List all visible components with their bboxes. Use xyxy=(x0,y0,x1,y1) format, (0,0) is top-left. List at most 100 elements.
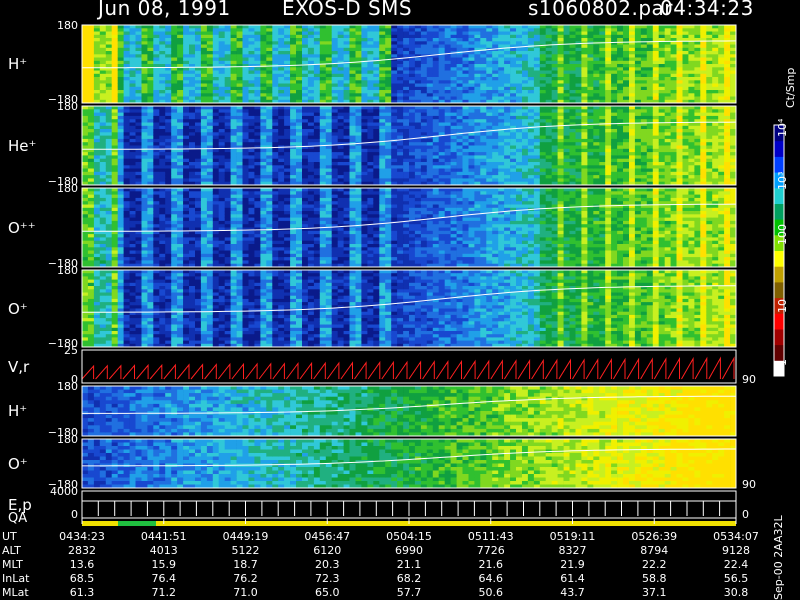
heatmap-cell xyxy=(593,152,600,156)
heatmap-cell xyxy=(93,155,101,160)
heatmap-cell xyxy=(438,132,445,136)
heatmap-cell xyxy=(337,90,344,94)
heatmap-cell xyxy=(700,67,707,71)
heatmap-cell xyxy=(456,109,463,113)
heatmap-cell xyxy=(480,181,487,186)
heatmap-cell xyxy=(581,138,588,143)
heatmap-cell xyxy=(159,175,166,179)
heatmap-cell xyxy=(599,57,606,62)
heatmap-cell xyxy=(605,135,612,140)
heatmap-cell xyxy=(450,168,457,173)
heatmap-cell xyxy=(313,152,321,156)
heatmap-cell xyxy=(432,86,440,91)
heatmap-cell xyxy=(141,171,148,176)
heatmap-cell xyxy=(129,64,136,68)
heatmap-cell xyxy=(629,73,636,78)
heatmap-cell xyxy=(498,70,505,75)
heatmap-cell xyxy=(135,168,142,173)
heatmap-cell xyxy=(218,115,225,120)
heatmap-cell xyxy=(337,171,344,176)
heatmap-cell xyxy=(414,145,422,150)
heatmap-cell xyxy=(664,70,671,75)
heatmap-cell xyxy=(480,155,487,160)
heatmap-cell xyxy=(111,44,118,49)
heatmap-cell xyxy=(361,83,368,88)
heatmap-cell xyxy=(302,132,309,136)
heatmap-cell xyxy=(438,112,445,117)
heatmap-cell xyxy=(575,119,582,123)
heatmap-cell xyxy=(510,109,517,113)
heatmap-cell xyxy=(278,96,285,101)
heatmap-cell xyxy=(575,80,582,84)
heatmap-cell xyxy=(296,135,303,140)
heatmap-cell xyxy=(254,129,261,133)
heatmap-cell xyxy=(117,34,124,39)
heatmap-cell xyxy=(492,162,499,166)
heatmap-cell xyxy=(640,178,648,183)
heatmap-cell xyxy=(522,96,529,101)
heatmap-cell xyxy=(462,109,469,113)
heatmap-cell xyxy=(438,148,445,153)
heatmap-cell xyxy=(575,168,582,173)
heatmap-cell xyxy=(646,77,654,81)
heatmap-cell xyxy=(456,178,463,183)
heatmap-cell xyxy=(230,155,237,160)
heatmap-cell xyxy=(141,152,148,156)
heatmap-cell xyxy=(242,54,249,58)
heatmap-cell xyxy=(212,125,220,130)
heatmap-cell xyxy=(397,138,404,143)
heatmap-cell xyxy=(593,51,600,55)
heatmap-cell xyxy=(617,54,624,58)
heatmap-cell xyxy=(557,77,564,81)
heatmap-cell xyxy=(718,70,725,75)
heatmap-cell xyxy=(611,119,618,123)
heatmap-cell xyxy=(266,181,273,186)
heatmap-cell xyxy=(165,83,172,88)
heatmap-cell xyxy=(123,47,130,52)
heatmap-cell xyxy=(551,80,558,84)
heatmap-cell xyxy=(420,83,428,88)
heatmap-cell xyxy=(527,28,535,32)
heatmap-cell xyxy=(474,171,481,176)
heatmap-cell xyxy=(93,135,101,140)
heatmap-cell xyxy=(296,122,303,127)
heatmap-cell xyxy=(254,138,261,143)
heatmap-cell xyxy=(254,83,261,88)
heatmap-cell xyxy=(177,171,184,176)
heatmap-cell xyxy=(438,119,445,123)
heatmap-cell xyxy=(135,135,142,140)
heatmap-cell xyxy=(569,109,576,113)
heatmap-cell xyxy=(212,142,220,146)
heatmap-cell xyxy=(361,115,368,120)
heatmap-cell xyxy=(724,73,731,78)
heatmap-cell xyxy=(504,77,511,81)
heatmap-cell xyxy=(468,73,475,78)
heatmap-cell xyxy=(492,125,499,130)
heatmap-cell xyxy=(242,132,249,136)
heatmap-cell xyxy=(373,73,380,78)
heatmap-cell xyxy=(432,41,440,45)
heatmap-cell xyxy=(462,142,469,146)
heatmap-cell xyxy=(533,142,541,146)
heatmap-cell xyxy=(99,90,107,94)
heatmap-cell xyxy=(224,86,231,91)
heatmap-cell xyxy=(551,178,558,183)
heatmap-cell xyxy=(87,28,95,32)
heatmap-cell xyxy=(367,28,374,32)
heatmap-cell xyxy=(200,112,208,117)
heatmap-cell xyxy=(349,99,356,104)
heatmap-cell xyxy=(248,109,255,113)
heatmap-cell xyxy=(117,70,124,75)
heatmap-cell xyxy=(456,148,463,153)
heatmap-cell xyxy=(652,38,660,42)
heatmap-cell xyxy=(640,64,648,68)
heatmap-cell xyxy=(456,171,463,176)
heatmap-cell xyxy=(623,181,630,186)
heatmap-cell xyxy=(516,125,523,130)
heatmap-cell xyxy=(587,132,594,136)
heatmap-cell xyxy=(599,109,606,113)
heatmap-cell xyxy=(629,125,636,130)
heatmap-cell xyxy=(545,138,552,143)
heatmap-cell xyxy=(82,34,89,39)
heatmap-cell xyxy=(420,93,428,97)
